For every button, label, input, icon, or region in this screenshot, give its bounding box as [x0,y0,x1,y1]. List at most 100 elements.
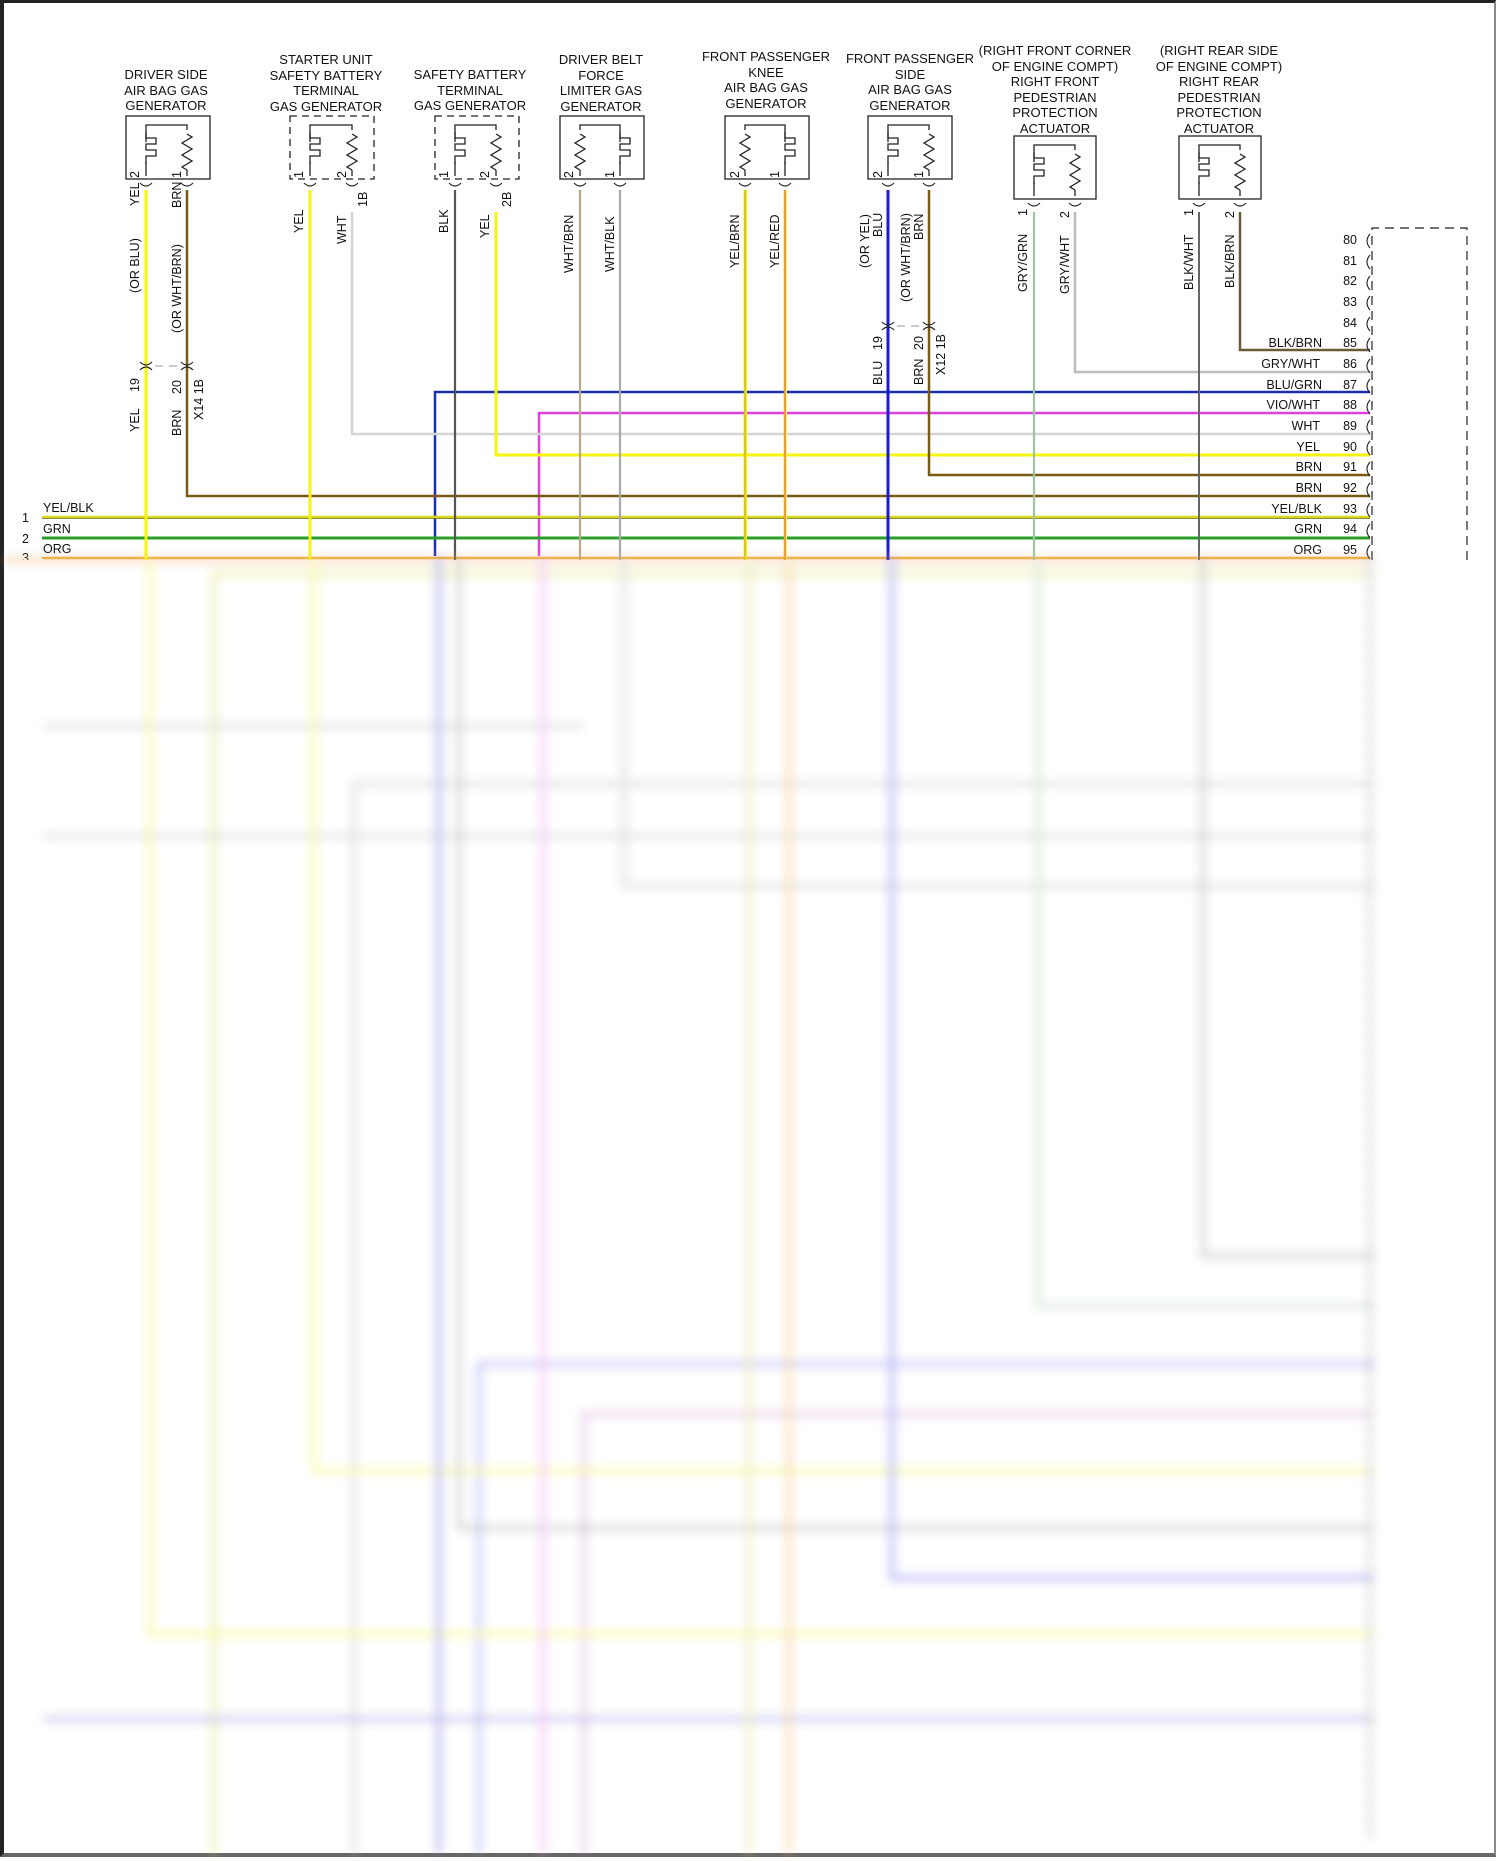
svg-text:2: 2 [728,171,742,178]
label-passenger-side-airbag: FRONT PASSENGER SIDE AIR BAG GAS GENERATOR [845,51,975,113]
label-passenger-knee-airbag: FRONT PASSENGER KNEE AIR BAG GAS GENERATOR [701,49,831,111]
svg-text:WHT/BRN: WHT/BRN [562,215,576,273]
svg-text:19: 19 [871,336,885,350]
wire-89-wht [350,212,1370,436]
svg-text:BLK/WHT: BLK/WHT [1182,234,1196,290]
svg-text:(OR YEL): (OR YEL) [858,214,872,268]
svg-text:2: 2 [1223,211,1237,218]
svg-text:94: 94 [1343,522,1357,536]
svg-text:2: 2 [871,171,885,178]
svg-text:83: 83 [1343,295,1357,309]
wiring-schematic: 2 YEL (OR BLU) 1 BRN (OR WHT/BRN) 19 YEL… [22,115,1468,560]
svg-text:84: 84 [1343,316,1357,330]
svg-text:2: 2 [562,171,576,178]
wire-91-brn [927,330,1370,477]
svg-text:BRN: BRN [170,182,184,208]
svg-text:91: 91 [1343,460,1357,474]
svg-text:93: 93 [1343,502,1357,516]
component-safety-battery-terminal [434,115,520,180]
svg-text:1: 1 [603,171,617,178]
label-driver-belt-limiter: DRIVER BELT FORCE LIMITER GAS GENERATOR [558,52,644,114]
svg-text:VIO/WHT: VIO/WHT [1267,398,1321,412]
svg-text:(OR WHT/BRN): (OR WHT/BRN) [899,213,913,302]
obscured-lower-diagram [4,556,1494,1861]
module-connector-block [1371,227,1468,560]
svg-text:88: 88 [1343,398,1357,412]
svg-text:WHT: WHT [1292,419,1321,433]
svg-text:GRN: GRN [1294,522,1322,536]
svg-text:BLK/BRN: BLK/BRN [1223,235,1237,289]
svg-text:YEL/BLK: YEL/BLK [1271,502,1322,516]
label-rr-pedestrian-actuator: (RIGHT REAR SIDE OF ENGINE COMPT) RIGHT RE… [1155,43,1283,136]
svg-text:1: 1 [170,171,184,178]
svg-text:1: 1 [1016,209,1030,216]
svg-text:1: 1 [437,171,451,178]
svg-text:(OR WHT/BRN): (OR WHT/BRN) [170,244,184,333]
svg-text:YEL/RED: YEL/RED [768,215,782,269]
svg-text:90: 90 [1343,440,1357,454]
svg-text:82: 82 [1343,274,1357,288]
component-driver-airbag [125,115,211,180]
svg-text:BLU: BLU [871,213,885,237]
svg-text:80: 80 [1343,233,1357,247]
wire-88-vio-wht [537,411,1370,556]
svg-text:2: 2 [478,171,492,178]
component-rr-pedestrian-actuator [1178,135,1262,200]
svg-text:YEL/BLK: YEL/BLK [43,501,94,515]
blurred-wiring [4,556,1374,1861]
svg-text:YEL: YEL [478,214,492,238]
svg-text:20: 20 [170,380,184,394]
svg-text:2: 2 [22,532,29,546]
svg-text:GRY/WHT: GRY/WHT [1261,357,1320,371]
svg-text:2B: 2B [500,192,514,207]
svg-text:81: 81 [1343,254,1357,268]
svg-text:1: 1 [292,171,306,178]
wire-92-brn [185,380,1370,498]
svg-text:YEL: YEL [1296,440,1320,454]
svg-text:86: 86 [1343,357,1357,371]
wire-86-gry-wht [1073,212,1370,374]
svg-text:BRN: BRN [170,410,184,436]
label-safety-battery-terminal: SAFETY BATTERY TERMINAL GAS GENERATOR [413,67,527,113]
svg-text:YEL: YEL [128,182,142,206]
wire-87-blu-grn [433,390,1370,556]
svg-text:87: 87 [1343,378,1357,392]
svg-text:20: 20 [912,336,926,350]
svg-text:1: 1 [1182,209,1196,216]
svg-text:19: 19 [128,378,142,392]
label-driver-airbag: DRIVER SIDE AIR BAG GAS GENERATOR [124,67,208,113]
svg-text:BLK: BLK [437,209,451,233]
label-rf-pedestrian-actuator: (RIGHT FRONT CORNER OF ENGINE COMPT) RIGHT… [978,43,1132,136]
svg-text:ORG: ORG [43,542,71,556]
wire-85-blk-brn [1238,212,1370,352]
svg-text:BLU: BLU [871,361,885,385]
component-starter-battery-terminal [289,115,375,180]
svg-text:(OR BLU): (OR BLU) [128,238,142,293]
svg-text:85: 85 [1343,336,1357,350]
svg-text:YEL: YEL [292,209,306,233]
svg-text:YEL/BRN: YEL/BRN [728,215,742,269]
svg-text:BRN: BRN [912,359,926,385]
svg-text:GRY/GRN: GRY/GRN [1016,234,1030,292]
component-rf-pedestrian-actuator [1013,135,1097,200]
svg-text:ORG: ORG [1294,543,1322,557]
svg-text:X12 1B: X12 1B [934,334,948,375]
svg-text:BRN: BRN [912,214,926,240]
svg-text:1: 1 [768,171,782,178]
svg-text:YEL: YEL [128,408,142,432]
component-driver-belt-limiter [559,115,645,180]
svg-text:BLU/GRN: BLU/GRN [1266,378,1322,392]
svg-text:2: 2 [1058,211,1072,218]
svg-text:GRN: GRN [43,522,71,536]
component-passenger-side-airbag [867,115,953,180]
svg-text:2: 2 [128,171,142,178]
component-passenger-knee-airbag [724,115,810,180]
svg-text:GRY/WHT: GRY/WHT [1058,235,1072,294]
label-starter-battery-terminal: STARTER UNIT SAFETY BATTERY TERMINAL GAS GE… [269,52,383,114]
svg-text:BLK/BRN: BLK/BRN [1269,336,1323,350]
svg-text:3: 3 [22,551,29,560]
svg-text:1: 1 [912,171,926,178]
svg-text:BRN: BRN [1296,460,1322,474]
svg-text:2: 2 [335,171,349,178]
